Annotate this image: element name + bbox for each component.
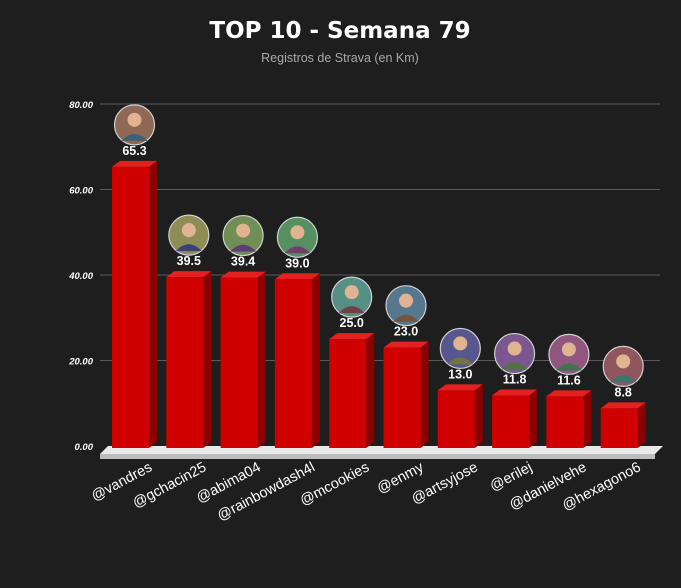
bar-front xyxy=(492,395,530,448)
value-labels: 65.3 39.5 39.4 39.0 25.0 23.0 13.0 11.8 11.6 8.8 xyxy=(113,104,644,399)
bar-artsyjose xyxy=(437,384,483,448)
value-label: 39.5 xyxy=(177,254,201,268)
bar-vandres xyxy=(112,160,157,448)
floor-front xyxy=(100,454,655,459)
bar-front xyxy=(437,390,475,448)
bar-side xyxy=(583,390,592,448)
avatar-icon xyxy=(493,332,536,375)
avatar-icon xyxy=(548,333,590,376)
bar-side xyxy=(257,271,266,448)
value-label: 25.0 xyxy=(340,316,364,330)
avatar-icon xyxy=(276,216,318,258)
bars xyxy=(112,160,646,448)
value-label: 13.0 xyxy=(448,367,472,381)
bar-front xyxy=(383,347,421,448)
bar-side xyxy=(366,333,375,448)
bar-top xyxy=(166,271,212,278)
value-label: 39.4 xyxy=(231,255,255,269)
avatar-icon xyxy=(222,214,264,257)
y-axis: 0.00 20.00 40.00 60.00 80.00 xyxy=(68,100,93,453)
bar-top xyxy=(329,333,375,340)
bar-front xyxy=(329,339,367,448)
value-label: 65.3 xyxy=(122,144,146,158)
bar-danielvehe xyxy=(546,390,592,448)
avatar-icon xyxy=(113,104,156,146)
bar-front xyxy=(166,277,204,448)
bar-side xyxy=(420,341,429,448)
bar-side xyxy=(149,160,157,448)
bar-front xyxy=(220,277,258,448)
y-tick-label: 0.00 xyxy=(75,442,94,453)
bar-rainbowdash4l xyxy=(274,273,320,448)
bar-hexagono6 xyxy=(600,402,646,448)
bar-side xyxy=(474,384,483,448)
bar-side xyxy=(529,389,538,448)
value-label: 11.8 xyxy=(503,373,527,387)
bar-erilej xyxy=(492,389,538,448)
bar-top xyxy=(274,273,320,280)
value-label: 23.0 xyxy=(394,325,418,339)
bar-top xyxy=(546,390,592,397)
y-tick-label: 20.00 xyxy=(68,357,93,368)
bar-side xyxy=(637,402,646,448)
avatar-icon xyxy=(331,276,373,318)
bar-gchacin25 xyxy=(166,271,212,448)
value-label: 11.6 xyxy=(557,373,581,387)
chart-subtitle: Registros de Strava (en Km) xyxy=(261,51,419,65)
value-label: 8.8 xyxy=(615,385,632,399)
bar-top xyxy=(112,160,157,167)
bar-side xyxy=(203,271,212,448)
bar-top xyxy=(383,341,429,348)
bar-front xyxy=(274,279,312,448)
value-label: 39.0 xyxy=(285,256,309,270)
bar-abima04 xyxy=(220,271,266,448)
bar-top xyxy=(492,389,538,396)
y-tick-label: 40.00 xyxy=(68,271,93,282)
bar-top xyxy=(437,384,483,391)
bar-top xyxy=(600,402,646,409)
y-tick-label: 60.00 xyxy=(69,186,93,197)
x-axis: @vandres@gchacin25@abima04@rainbowdash4l… xyxy=(89,459,644,524)
bar-front xyxy=(112,166,149,448)
chart-title: TOP 10 - Semana 79 xyxy=(209,18,470,44)
bar-mcookies xyxy=(329,333,375,448)
avatar-icon xyxy=(385,285,427,327)
avatar-icon xyxy=(439,327,481,370)
avatar-icon xyxy=(602,345,644,387)
avatar-icon xyxy=(168,214,210,256)
bar-side xyxy=(311,273,320,448)
bar-enmy xyxy=(383,341,429,448)
bar-front xyxy=(546,396,584,448)
y-tick-label: 80.00 xyxy=(69,100,93,111)
bar-top xyxy=(220,271,266,278)
bar-front xyxy=(600,408,638,448)
